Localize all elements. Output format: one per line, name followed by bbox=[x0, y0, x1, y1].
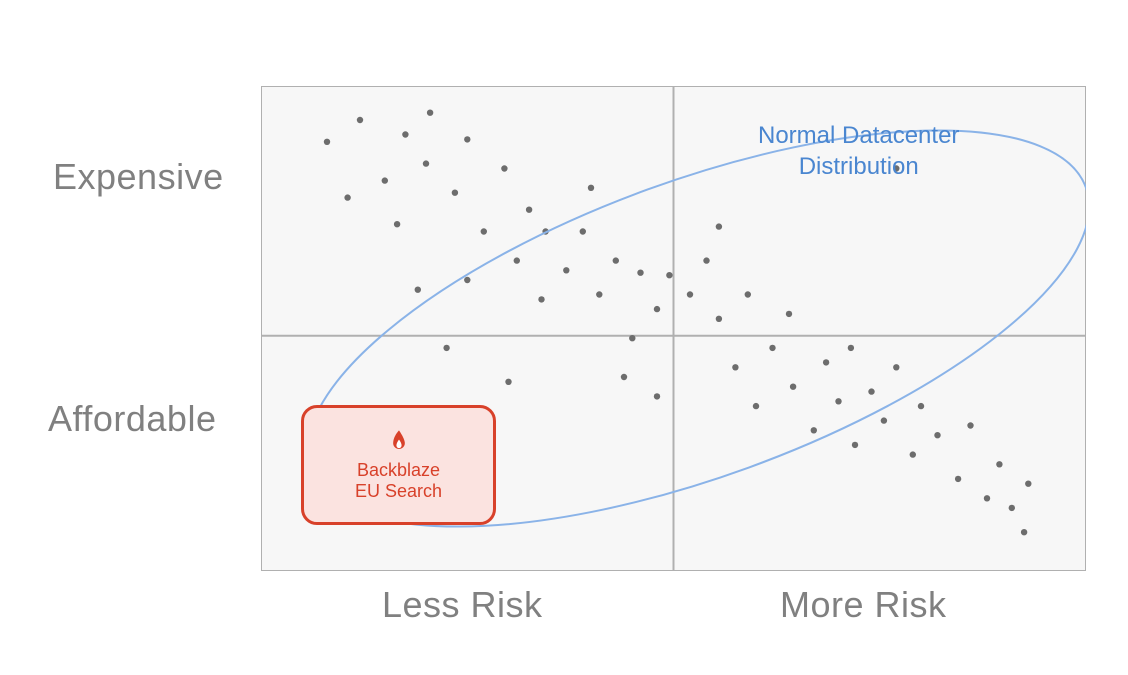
y-axis-label-bottom: Affordable bbox=[48, 398, 216, 440]
flame-icon bbox=[385, 428, 413, 456]
backblaze-callout: Backblaze EU Search bbox=[301, 405, 496, 525]
x-axis-label-left: Less Risk bbox=[382, 584, 543, 626]
y-axis-label-top: Expensive bbox=[53, 156, 224, 198]
callout-line1: Backblaze bbox=[357, 460, 440, 481]
chart-stage: Expensive Affordable Less Risk More Risk… bbox=[0, 0, 1128, 675]
distribution-label-line1: Normal Datacenter bbox=[758, 120, 959, 151]
x-axis-label-right: More Risk bbox=[780, 584, 947, 626]
distribution-label: Normal Datacenter Distribution bbox=[758, 120, 959, 182]
callout-line2: EU Search bbox=[355, 481, 442, 502]
distribution-label-line2: Distribution bbox=[758, 151, 959, 182]
